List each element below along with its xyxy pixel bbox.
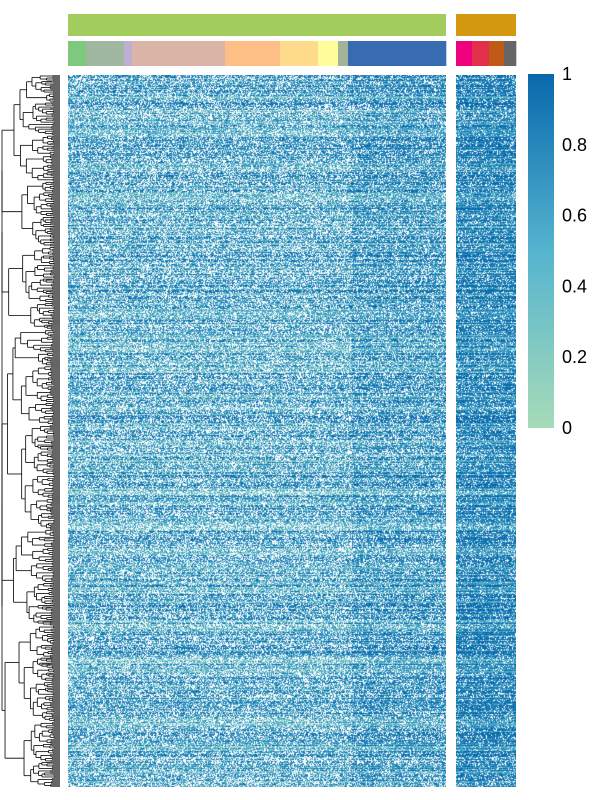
column-subgroup-13 (504, 41, 517, 66)
heatmap-block-group-1 (68, 75, 446, 787)
colorbar-tick-label: 0.6 (562, 206, 587, 226)
column-subgroup-1 (68, 41, 87, 66)
colorbar-tick-label: 0 (562, 418, 572, 438)
colorbar-tick-label: 0.4 (562, 276, 587, 296)
column-subgroup-3 (124, 41, 133, 66)
column-subgroup-12 (489, 41, 505, 66)
column-subgroup-5 (225, 41, 281, 66)
column-subgroup-7 (318, 41, 339, 66)
heatmap-body (68, 75, 516, 787)
colorbar-gradient (528, 74, 554, 428)
column-subgroup-2 (86, 41, 125, 66)
column-subgroup-9 (348, 41, 447, 66)
column-group-annotation (68, 14, 516, 36)
column-subgroup-11 (472, 41, 490, 66)
column-group-1 (68, 14, 446, 36)
column-subgroup-10 (456, 41, 473, 66)
colorbar-legend: 0 0.2 0.4 0.6 0.8 1 (528, 64, 587, 438)
column-subgroup-8 (338, 41, 349, 66)
column-subgroup-6 (280, 41, 319, 66)
column-group-2 (456, 14, 516, 36)
colorbar-tick-label: 1 (562, 64, 572, 84)
column-subgroup-annotation (68, 41, 517, 66)
heatmap-block-group-2 (456, 75, 516, 787)
colorbar-tick-label: 0.2 (562, 347, 587, 367)
row-dendrogram (1, 75, 60, 787)
column-subgroup-4 (132, 41, 226, 66)
colorbar-tick-label: 0.8 (562, 135, 587, 155)
